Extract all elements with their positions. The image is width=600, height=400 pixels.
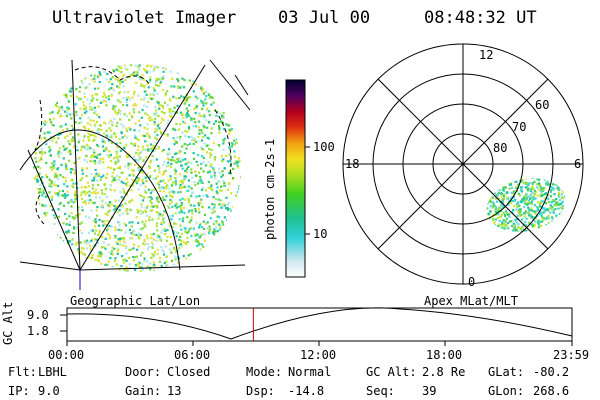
footer-label-flt: Flt: [8,365,37,379]
mlt-label-6: 6 [574,157,582,171]
time-label: 08:48:32 UT [424,8,537,28]
footer-value-dsp: -14.8 [288,384,325,398]
coastline [34,66,232,226]
footer-value-mode: Normal [288,365,332,379]
colorbar-gradient [285,79,306,278]
colorbar-unit-label: photon cm-2s-1 [263,138,277,240]
altitude-plot [60,307,573,346]
apex-panel-label: Apex MLat/MLT [424,294,518,308]
mlat-label-60: 60 [535,98,550,112]
instrument-title: Ultraviolet Imager [52,8,237,28]
footer-label-door: Door: [125,365,162,379]
altitude-ytick: 9.0 [27,308,49,322]
mlt-label-18: 18 [345,157,360,171]
altitude-xtick: 00:00 [48,348,85,362]
footer-label-ip: IP: [8,384,30,398]
footer-label-glat: GLat: [488,365,525,379]
geographic-grid [19,59,251,271]
altitude-frame [66,307,573,342]
polar-grid [342,43,584,285]
footer-value-glon: 268.6 [533,384,570,398]
altitude-ylabel: GC Alt [1,301,15,345]
altitude-xtick: 18:00 [426,348,463,362]
footer-value-seq: 39 [422,384,437,398]
footer-label-glon: GLon: [488,384,525,398]
geographic-image [19,59,251,290]
colorbar [285,79,310,278]
footer-value-glat: -80.2 [533,365,570,379]
mlt-label-0: 0 [468,275,476,289]
footer-value-door: Closed [167,365,211,379]
footer-label-mode: Mode: [246,365,283,379]
altitude-curve [66,307,573,340]
colorbar-tick-label: 10 [313,227,328,241]
footer-value-ip: 9.0 [38,384,60,398]
footer-value-flt: LBHL [38,365,67,379]
footer-value-gain: 13 [167,384,182,398]
footer-label-dsp: Dsp: [246,384,275,398]
mlat-label-70: 70 [512,120,527,134]
footer-label-gain: Gain: [125,384,162,398]
altitude-xtick: 23:59 [553,348,590,362]
mlt-label-12: 12 [479,48,494,62]
altitude-xtick: 06:00 [174,348,211,362]
altitude-ytick: 1.8 [27,324,49,338]
polar-plot [342,43,584,285]
date-label: 03 Jul 00 [278,8,371,28]
footer-label-gcalt: GC Alt: [366,365,417,379]
colorbar-tick-label: 100 [313,140,335,154]
geographic-panel-label: Geographic Lat/Lon [70,294,201,308]
footer-value-gcalt: 2.8 Re [422,365,466,379]
altitude-xtick: 12:00 [300,348,337,362]
footer-label-seq: Seq: [366,384,395,398]
mlat-label-80: 80 [493,141,508,155]
